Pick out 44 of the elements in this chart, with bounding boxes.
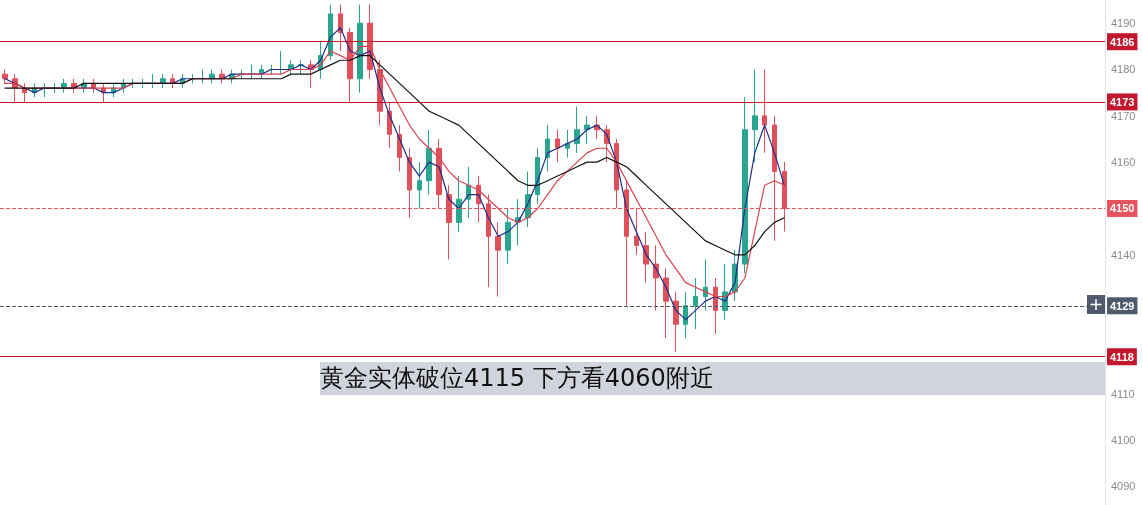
annotation: 黄金实体破位4115 下方看4060附近 (320, 363, 714, 394)
y-tick-label: 4160 (1111, 156, 1136, 169)
candlestick (545, 124, 550, 172)
candlestick (150, 73, 156, 89)
candlestick (584, 115, 590, 145)
candlestick (298, 59, 304, 75)
ref-line-label: 4129 (1110, 299, 1135, 312)
candlestick (417, 161, 422, 209)
y-tick-label: 4170 (1111, 109, 1136, 122)
ref-line-label: 4186 (1110, 35, 1135, 48)
y-tick-label: 4180 (1111, 63, 1136, 76)
candlestick (752, 69, 758, 163)
candlestick (683, 291, 688, 339)
candlestick (160, 73, 166, 89)
candlestick (42, 82, 47, 98)
ref-line-label: 4118 (1110, 350, 1134, 363)
candlestick (338, 4, 343, 52)
candlestick (2, 69, 8, 84)
candlestick (643, 231, 649, 284)
candlestick (357, 4, 363, 94)
y-tick-label: 4140 (1111, 248, 1136, 261)
candlestick (742, 96, 748, 274)
ref-line-label: 4150 (1110, 202, 1135, 215)
candlestick (495, 221, 501, 298)
candlestick (762, 69, 767, 154)
candlestick (565, 129, 570, 159)
candlestick (703, 258, 708, 311)
ref-line-label: 4173 (1110, 95, 1135, 108)
candlestick (249, 64, 254, 80)
candlestick (200, 69, 205, 84)
candlestick (555, 129, 560, 163)
candlestick (505, 207, 511, 265)
y-tick-label: 4100 (1111, 434, 1136, 447)
candlestick (713, 277, 718, 335)
line-series (4, 55, 785, 256)
candlestick (693, 277, 698, 330)
candlestick (673, 291, 679, 353)
candlestick (574, 106, 580, 154)
candlestick (456, 175, 462, 233)
y-tick-label: 4190 (1111, 17, 1136, 30)
y-tick-label: 4110 (1111, 387, 1135, 400)
y-tick-label: 4090 (1111, 480, 1136, 493)
candlestick (397, 124, 402, 172)
candlestick (426, 129, 432, 196)
